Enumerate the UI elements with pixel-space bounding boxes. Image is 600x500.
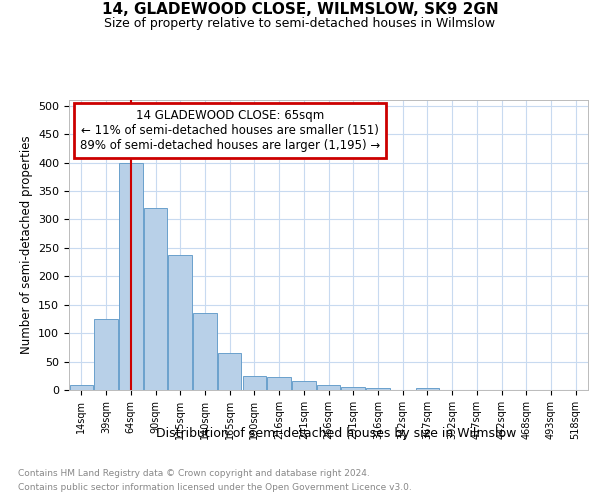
- Text: 14 GLADEWOOD CLOSE: 65sqm
← 11% of semi-detached houses are smaller (151)
89% of: 14 GLADEWOOD CLOSE: 65sqm ← 11% of semi-…: [80, 108, 380, 152]
- Bar: [416, 388, 439, 390]
- Bar: [366, 388, 389, 390]
- Bar: [292, 382, 316, 390]
- Bar: [169, 255, 192, 390]
- Bar: [268, 378, 291, 390]
- Bar: [193, 313, 217, 390]
- Y-axis label: Number of semi-detached properties: Number of semi-detached properties: [20, 136, 32, 354]
- Text: Distribution of semi-detached houses by size in Wilmslow: Distribution of semi-detached houses by …: [156, 428, 516, 440]
- Text: Size of property relative to semi-detached houses in Wilmslow: Size of property relative to semi-detach…: [104, 16, 496, 30]
- Bar: [119, 162, 143, 390]
- Bar: [70, 386, 93, 390]
- Text: 14, GLADEWOOD CLOSE, WILMSLOW, SK9 2GN: 14, GLADEWOOD CLOSE, WILMSLOW, SK9 2GN: [101, 2, 499, 18]
- Bar: [218, 353, 241, 390]
- Bar: [242, 376, 266, 390]
- Text: Contains HM Land Registry data © Crown copyright and database right 2024.: Contains HM Land Registry data © Crown c…: [18, 468, 370, 477]
- Bar: [144, 208, 167, 390]
- Bar: [341, 387, 365, 390]
- Bar: [317, 386, 340, 390]
- Bar: [94, 319, 118, 390]
- Text: Contains public sector information licensed under the Open Government Licence v3: Contains public sector information licen…: [18, 484, 412, 492]
